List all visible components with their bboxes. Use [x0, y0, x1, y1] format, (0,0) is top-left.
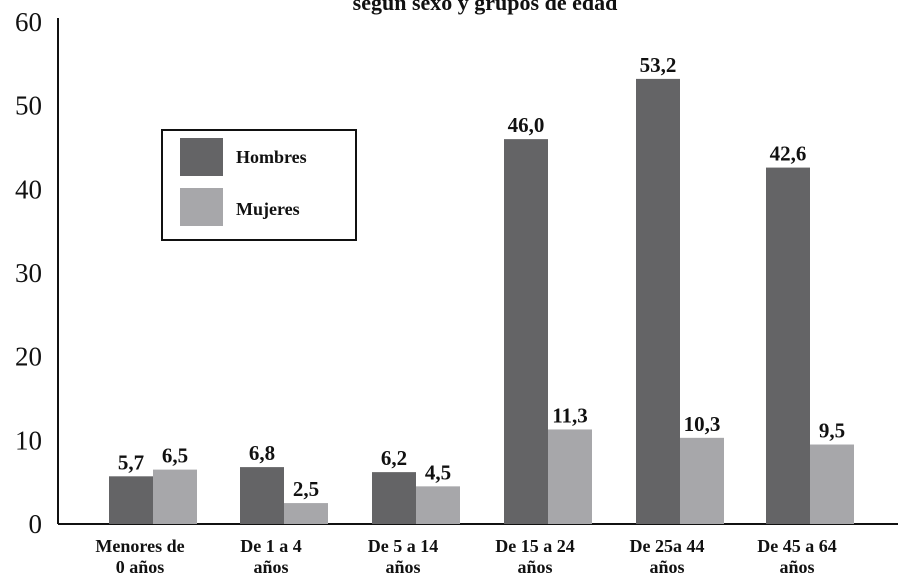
data-label: 5,7 — [118, 450, 144, 474]
data-labels: 5,7 6,8 6,2 46,0 53,2 42,6 6,5 2,5 4,5 11,3 10,3 9,… — [118, 53, 845, 501]
chart-bars — [109, 78, 854, 524]
chart-legend: Hombres Mujeres — [161, 129, 357, 241]
data-label: 2,5 — [293, 477, 319, 501]
x-tick-label: De 45 a 64 años — [757, 536, 837, 577]
bar-hombres — [766, 167, 810, 524]
bar-mujeres — [153, 469, 197, 524]
bar-hombres — [372, 472, 416, 524]
legend-swatch — [180, 138, 223, 176]
data-label: 4,5 — [425, 460, 451, 484]
bar-mujeres — [680, 437, 724, 524]
data-label: 10,3 — [684, 412, 721, 436]
data-label: 46,0 — [508, 113, 545, 137]
data-label: 6,8 — [249, 441, 275, 465]
data-label: 42,6 — [770, 142, 807, 166]
bar-hombres — [636, 78, 680, 524]
bar-mujeres — [548, 429, 592, 524]
data-label: 11,3 — [552, 403, 588, 427]
data-label: 6,2 — [381, 446, 407, 470]
y-tick-label: 40 — [15, 174, 42, 204]
bar-hombres — [109, 476, 153, 524]
legend-label: Hombres — [236, 147, 307, 167]
chart-title-group: según sexo y grupos de edad — [353, 0, 618, 15]
bar-mujeres — [810, 444, 854, 524]
bar-mujeres — [284, 503, 328, 524]
y-tick-label: 60 — [15, 7, 42, 37]
x-tick-label: De 25a 44 años — [630, 536, 705, 577]
data-label: 9,5 — [819, 419, 845, 443]
chart-title: según sexo y grupos de edad — [353, 0, 618, 15]
y-tick-label: 10 — [15, 425, 42, 455]
data-label: 6,5 — [162, 444, 188, 468]
y-tick-label: 50 — [15, 91, 42, 121]
x-tick-label: De 5 a 14 años — [368, 536, 439, 577]
chart-axes: 0 10 20 30 40 50 60 Menores de 0 años De 1 a 4 año… — [15, 7, 898, 577]
x-tick-label: Menores de 0 años — [95, 536, 184, 577]
legend-label: Mujeres — [236, 199, 300, 219]
data-label: 53,2 — [640, 53, 677, 77]
legend-swatch — [180, 188, 223, 226]
bar-hombres — [504, 139, 548, 524]
bar-hombres — [240, 467, 284, 524]
y-tick-label: 30 — [15, 258, 42, 288]
bar-mujeres — [416, 486, 460, 524]
y-tick-label: 20 — [15, 342, 42, 372]
y-tick-label: 0 — [29, 509, 43, 539]
x-tick-label: De 1 a 4 años — [240, 536, 302, 577]
x-tick-label: De 15 a 24 años — [495, 536, 575, 577]
